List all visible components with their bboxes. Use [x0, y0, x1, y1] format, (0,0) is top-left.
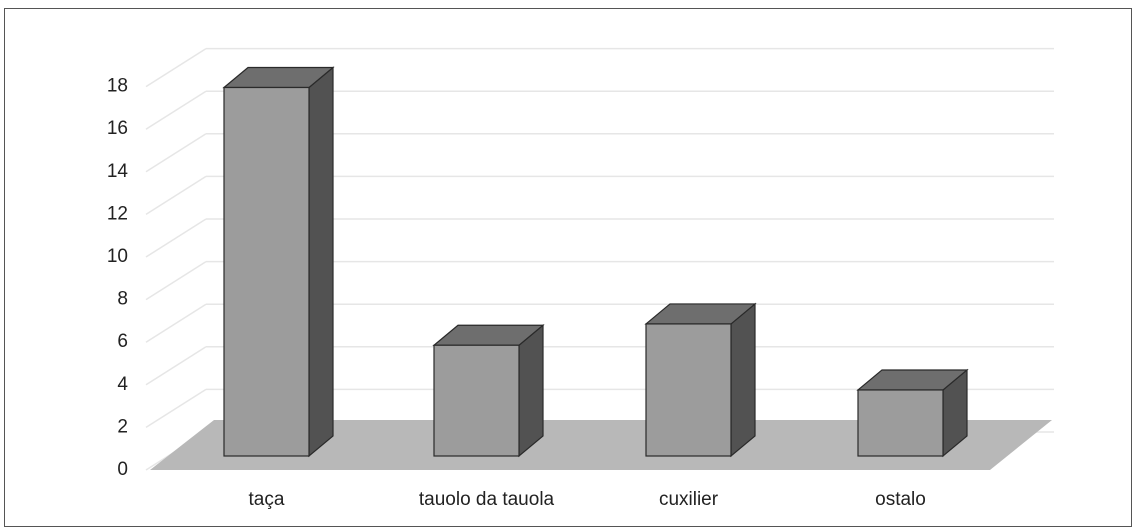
y-tick-label: 6 [117, 331, 128, 352]
y-tick-label: 4 [117, 374, 128, 395]
gridline-depth [145, 218, 207, 258]
y-tick-label: 16 [107, 118, 128, 139]
y-tick-label: 14 [107, 161, 129, 182]
bar [223, 86, 310, 457]
x-axis-labels: taça tauolo da tauola cuxilier ostalo [249, 489, 926, 510]
gridline-depth [145, 175, 207, 216]
y-axis-ticks: 0 2 4 6 8 10 12 14 16 18 [107, 76, 129, 480]
bars-layer [222, 66, 969, 458]
gridline-depth [145, 47, 207, 88]
bar [857, 389, 944, 457]
y-tick-label: 12 [107, 203, 128, 224]
gridline-depth [145, 260, 207, 301]
gridline-depth [145, 133, 207, 173]
y-tick-label: 10 [107, 246, 128, 267]
bar-side [518, 323, 544, 458]
bar-side [730, 302, 756, 458]
y-tick-label: 18 [107, 76, 128, 97]
gridline-depth [145, 346, 207, 386]
x-tick-label: taça [249, 489, 285, 510]
bar [645, 323, 732, 457]
gridline-depth [145, 90, 207, 130]
bar [433, 344, 520, 457]
chart-floor [150, 420, 1052, 470]
floor-layer [150, 420, 1052, 470]
gridline-depth [145, 303, 207, 343]
bar-side [308, 66, 334, 458]
gridline-depth [145, 388, 207, 429]
y-tick-label: 8 [117, 289, 128, 310]
x-tick-label: ostalo [875, 489, 926, 510]
x-tick-label: cuxilier [659, 489, 719, 510]
y-tick-label: 0 [117, 459, 128, 480]
x-tick-label: tauolo da tauola [419, 489, 555, 510]
y-tick-label: 2 [117, 416, 128, 437]
